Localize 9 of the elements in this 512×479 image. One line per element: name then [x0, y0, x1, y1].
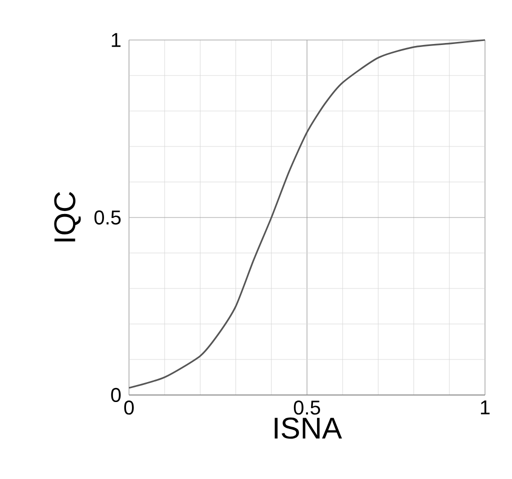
x-tick-label: 0: [124, 400, 134, 415]
y-tick-label: 0: [111, 388, 121, 402]
x-tick-label: 1: [480, 400, 490, 414]
y-axis-title: IQC: [54, 192, 81, 242]
y-tick-label: 1: [112, 33, 120, 47]
x-axis-title: ISNA: [274, 418, 342, 439]
line-series: [128, 39, 486, 389]
y-tick-label: 0.5: [94, 210, 121, 225]
x-tick-label: 0.5: [294, 400, 320, 415]
